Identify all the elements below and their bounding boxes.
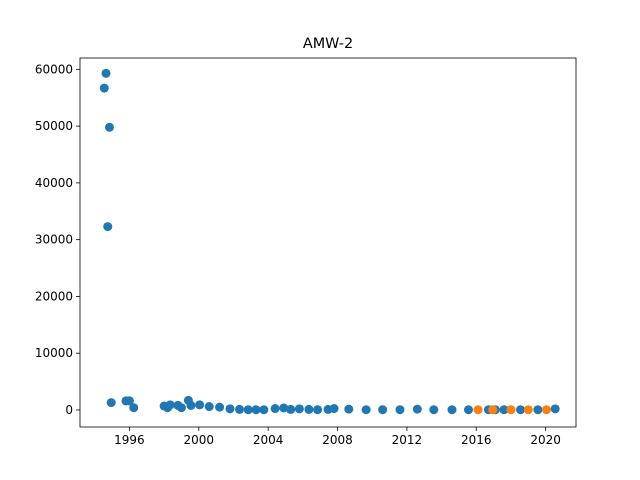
data-point-series-1: [101, 68, 111, 78]
data-point-series-1: [225, 404, 235, 414]
x-tick-label: 2008: [322, 433, 353, 447]
data-point-series-1: [447, 405, 457, 415]
x-tick-label: 2004: [253, 433, 284, 447]
data-point-series-1: [294, 404, 304, 414]
data-point-series-2: [523, 405, 533, 415]
y-tick-label: 30000: [35, 233, 73, 247]
data-point-series-1: [533, 405, 543, 415]
data-point-series-2: [473, 405, 483, 415]
data-point-series-1: [235, 404, 245, 414]
data-point-series-1: [429, 405, 439, 415]
data-point-series-1: [378, 405, 388, 415]
data-point-series-1: [176, 403, 186, 413]
data-point-series-1: [259, 405, 269, 415]
chart-title: AMW-2: [303, 36, 353, 52]
data-point-series-1: [243, 405, 253, 415]
data-point-series-1: [104, 122, 114, 132]
data-point-series-1: [204, 402, 214, 412]
x-tick-label: 2020: [530, 433, 561, 447]
x-tick-label: 1996: [114, 433, 145, 447]
data-point-series-1: [129, 403, 139, 413]
x-tick-label: 2012: [392, 433, 423, 447]
data-point-series-2: [488, 405, 498, 415]
data-point-series-1: [412, 404, 422, 414]
data-point-series-2: [506, 405, 516, 415]
data-point-series-1: [186, 400, 196, 410]
data-point-series-1: [286, 404, 296, 414]
data-point-series-1: [499, 405, 509, 415]
y-tick-label: 10000: [35, 346, 73, 360]
data-point-series-1: [463, 405, 473, 415]
data-point-series-1: [195, 400, 205, 410]
data-point-series-1: [550, 404, 560, 414]
data-point-series-1: [270, 404, 280, 414]
x-tick-label: 2016: [461, 433, 492, 447]
data-point-series-1: [106, 398, 116, 408]
data-point-series-1: [124, 396, 134, 406]
y-tick-label: 0: [65, 403, 73, 417]
x-tick-label: 2000: [184, 433, 215, 447]
data-point-series-1: [251, 405, 261, 415]
plot-area: 1996 2000 2004 2008 2012 2016 2020 0 10000 20000 3…: [35, 57, 577, 447]
plot-frame: [79, 57, 577, 428]
data-point-series-1: [279, 403, 289, 413]
data-point-series-1: [304, 404, 314, 414]
data-point-series-1: [395, 405, 405, 415]
y-tick-label: 20000: [35, 289, 73, 303]
data-point-series-1: [313, 405, 323, 415]
data-point-series-1: [103, 222, 113, 232]
data-point-series-1: [215, 402, 225, 412]
y-tick-label: 60000: [35, 62, 73, 76]
data-point-series-1: [516, 405, 525, 415]
y-tick-label: 50000: [35, 119, 73, 133]
data-point-series-1: [361, 405, 371, 415]
data-point-series-2: [542, 405, 552, 415]
data-point-series-1: [344, 404, 354, 414]
y-tick-label: 40000: [35, 176, 73, 190]
data-point-series-1: [99, 83, 109, 93]
data-point-series-1: [329, 404, 339, 414]
data-point-series-1: [165, 400, 175, 410]
